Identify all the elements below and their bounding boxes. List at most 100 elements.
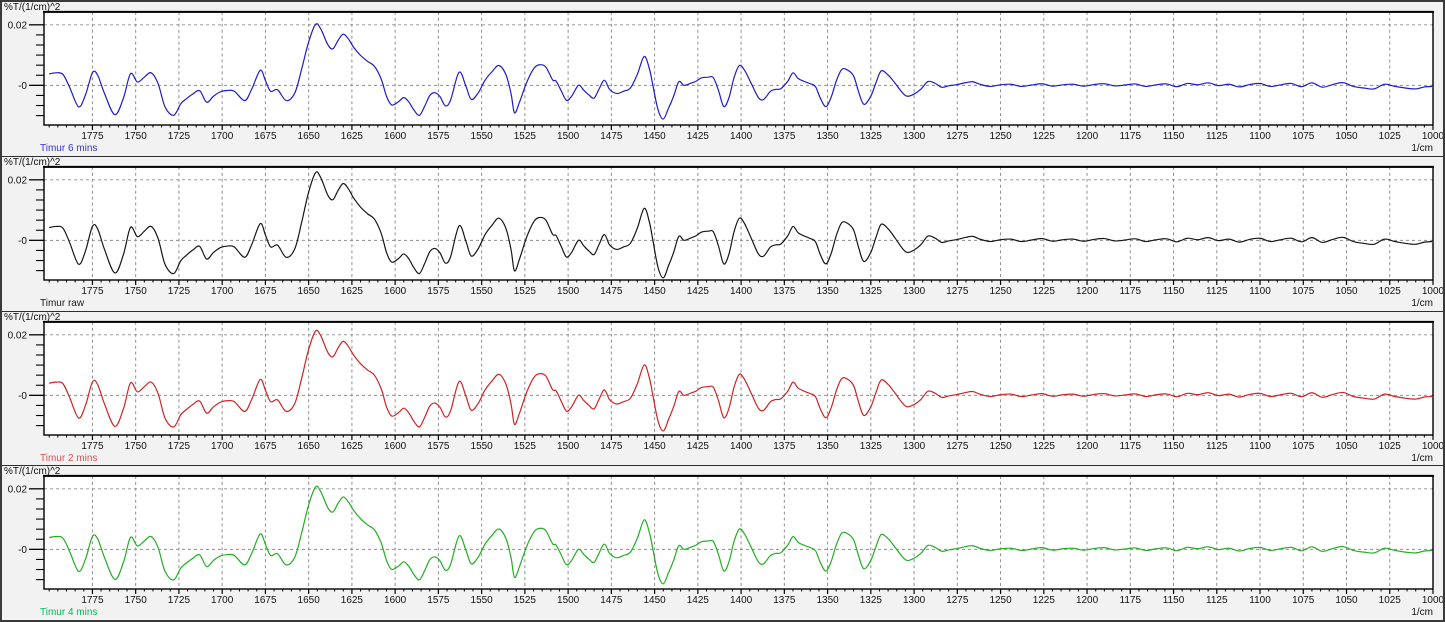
svg-text:0.02: 0.02 bbox=[8, 485, 28, 496]
spectrum-plot-area[interactable]: 0.02 -0 1775 1750 1725 1700 1675 1650 1625 1600 15… bbox=[2, 157, 1443, 311]
svg-text:1725: 1725 bbox=[168, 286, 191, 297]
svg-text:1600: 1600 bbox=[384, 131, 407, 142]
y-axis-unit-label: %T/(1/cm)^2 bbox=[4, 156, 61, 168]
svg-text:1400: 1400 bbox=[730, 440, 753, 451]
svg-text:1750: 1750 bbox=[125, 131, 148, 142]
svg-text:1150: 1150 bbox=[1163, 595, 1185, 606]
svg-text:1075: 1075 bbox=[1292, 595, 1315, 606]
svg-text:1150: 1150 bbox=[1163, 286, 1185, 297]
svg-text:1500: 1500 bbox=[557, 131, 580, 142]
svg-text:1450: 1450 bbox=[644, 286, 667, 297]
svg-text:1575: 1575 bbox=[427, 131, 450, 142]
svg-text:1400: 1400 bbox=[730, 286, 753, 297]
spectrum-panel-timur-2-mins: %T/(1/cm)^2 0.02 -0 1775 1750 1725 1700 1675 16… bbox=[2, 310, 1443, 466]
svg-text:0.02: 0.02 bbox=[8, 175, 28, 186]
svg-text:1275: 1275 bbox=[946, 595, 969, 606]
svg-text:1675: 1675 bbox=[254, 131, 277, 142]
svg-text:1050: 1050 bbox=[1335, 595, 1358, 606]
svg-text:1500: 1500 bbox=[557, 440, 580, 451]
svg-text:1400: 1400 bbox=[730, 131, 753, 142]
y-axis-unit-label: %T/(1/cm)^2 bbox=[4, 466, 61, 478]
trace-name-label[interactable]: Timur raw bbox=[40, 297, 85, 309]
y-axis-unit-label: %T/(1/cm)^2 bbox=[4, 2, 61, 13]
svg-text:1650: 1650 bbox=[298, 440, 321, 451]
svg-text:1525: 1525 bbox=[514, 131, 537, 142]
svg-text:1300: 1300 bbox=[903, 286, 926, 297]
svg-text:1375: 1375 bbox=[773, 286, 796, 297]
svg-text:1725: 1725 bbox=[168, 131, 191, 142]
svg-text:1200: 1200 bbox=[1076, 286, 1099, 297]
svg-text:1625: 1625 bbox=[341, 595, 364, 606]
svg-text:1450: 1450 bbox=[644, 131, 667, 142]
svg-text:1125: 1125 bbox=[1206, 595, 1228, 606]
svg-text:-0: -0 bbox=[18, 390, 27, 401]
spectrum-plot-area[interactable]: 0.02 -0 1775 1750 1725 1700 1675 1650 1625 1600 15… bbox=[2, 2, 1443, 156]
svg-text:1175: 1175 bbox=[1120, 440, 1142, 451]
svg-text:1325: 1325 bbox=[860, 131, 883, 142]
svg-text:1550: 1550 bbox=[471, 131, 494, 142]
svg-text:1475: 1475 bbox=[600, 440, 623, 451]
svg-text:1425: 1425 bbox=[687, 131, 710, 142]
svg-text:1200: 1200 bbox=[1076, 595, 1099, 606]
svg-text:1325: 1325 bbox=[860, 440, 883, 451]
svg-text:1000: 1000 bbox=[1422, 440, 1443, 451]
svg-text:1300: 1300 bbox=[903, 440, 926, 451]
svg-text:1050: 1050 bbox=[1335, 286, 1358, 297]
svg-text:1150: 1150 bbox=[1163, 440, 1185, 451]
svg-text:1025: 1025 bbox=[1379, 595, 1402, 606]
trace-name-label[interactable]: Timur 4 mins bbox=[40, 607, 98, 619]
svg-text:1575: 1575 bbox=[427, 440, 450, 451]
svg-text:1300: 1300 bbox=[903, 595, 926, 606]
svg-text:1050: 1050 bbox=[1335, 440, 1358, 451]
trace-name-label[interactable]: Timur 2 mins bbox=[40, 452, 98, 464]
svg-text:1675: 1675 bbox=[254, 286, 277, 297]
svg-text:1325: 1325 bbox=[860, 286, 883, 297]
svg-text:1000: 1000 bbox=[1422, 286, 1443, 297]
svg-text:1150: 1150 bbox=[1163, 131, 1185, 142]
svg-text:1100: 1100 bbox=[1249, 286, 1271, 297]
svg-text:1775: 1775 bbox=[81, 595, 104, 606]
svg-text:1500: 1500 bbox=[557, 595, 580, 606]
svg-text:1625: 1625 bbox=[341, 440, 364, 451]
svg-text:1075: 1075 bbox=[1292, 440, 1315, 451]
svg-text:1475: 1475 bbox=[600, 131, 623, 142]
svg-text:1700: 1700 bbox=[211, 131, 234, 142]
svg-text:1425: 1425 bbox=[687, 440, 710, 451]
svg-text:1675: 1675 bbox=[254, 595, 277, 606]
svg-text:1575: 1575 bbox=[427, 595, 450, 606]
spectrum-plot-area[interactable]: 0.02 -0 1775 1750 1725 1700 1675 1650 1625 1600 15… bbox=[2, 466, 1443, 620]
svg-text:1200: 1200 bbox=[1076, 131, 1099, 142]
svg-text:1750: 1750 bbox=[125, 286, 148, 297]
svg-text:1775: 1775 bbox=[81, 131, 104, 142]
svg-text:1575: 1575 bbox=[427, 286, 450, 297]
svg-text:1700: 1700 bbox=[211, 440, 234, 451]
svg-text:1050: 1050 bbox=[1335, 131, 1358, 142]
svg-text:1450: 1450 bbox=[644, 440, 667, 451]
svg-text:1650: 1650 bbox=[298, 131, 321, 142]
spectrum-panel-timur-4-mins: %T/(1/cm)^2 0.02 -0 1775 1750 1725 1700 1675 16… bbox=[2, 465, 1443, 620]
svg-text:1550: 1550 bbox=[471, 286, 494, 297]
svg-text:1475: 1475 bbox=[600, 595, 623, 606]
trace-name-label[interactable]: Timur 6 mins bbox=[40, 143, 98, 154]
spectrum-panel-timur-raw: %T/(1/cm)^2 0.02 -0 1775 1750 1725 1700 1675 16… bbox=[2, 155, 1443, 311]
svg-text:1550: 1550 bbox=[471, 440, 494, 451]
spectrum-plot-area[interactable]: 0.02 -0 1775 1750 1725 1700 1675 1650 1625 1600 15… bbox=[2, 312, 1443, 466]
svg-text:1200: 1200 bbox=[1076, 440, 1099, 451]
svg-text:1350: 1350 bbox=[816, 286, 839, 297]
svg-text:1175: 1175 bbox=[1120, 286, 1142, 297]
svg-text:1650: 1650 bbox=[298, 595, 321, 606]
svg-text:1225: 1225 bbox=[1033, 440, 1056, 451]
svg-text:1125: 1125 bbox=[1206, 131, 1228, 142]
svg-text:1100: 1100 bbox=[1249, 131, 1271, 142]
svg-text:1275: 1275 bbox=[946, 440, 969, 451]
svg-text:1250: 1250 bbox=[989, 440, 1012, 451]
x-axis-unit-label: 1/cm bbox=[1411, 452, 1433, 464]
svg-text:1750: 1750 bbox=[125, 440, 148, 451]
svg-text:1275: 1275 bbox=[946, 286, 969, 297]
svg-text:1100: 1100 bbox=[1249, 595, 1271, 606]
svg-text:1025: 1025 bbox=[1379, 440, 1402, 451]
svg-text:1450: 1450 bbox=[644, 595, 667, 606]
svg-text:1525: 1525 bbox=[514, 286, 537, 297]
svg-text:1125: 1125 bbox=[1206, 286, 1228, 297]
svg-text:1525: 1525 bbox=[514, 440, 537, 451]
